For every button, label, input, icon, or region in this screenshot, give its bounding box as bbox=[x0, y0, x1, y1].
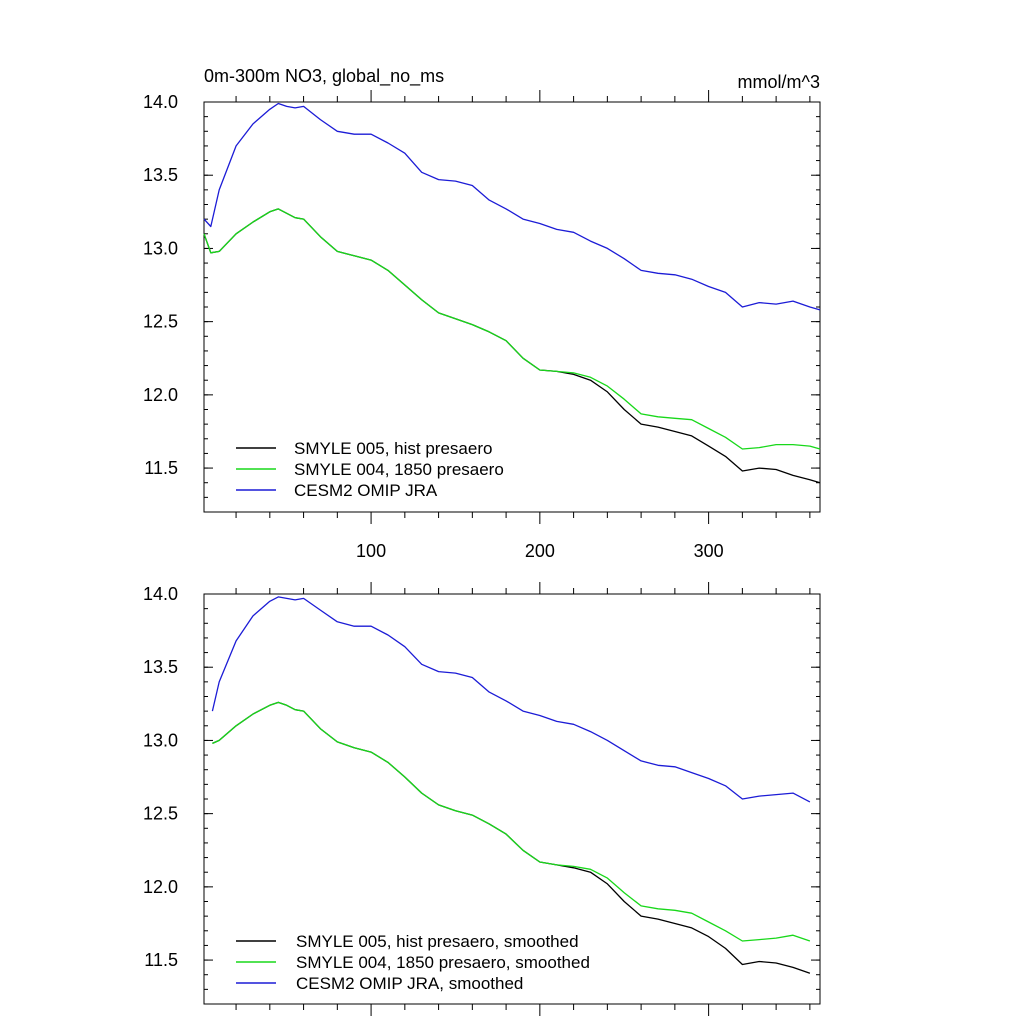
y-tick-label: 12.0 bbox=[143, 877, 178, 897]
series-lines bbox=[211, 596, 811, 974]
series-line-2 bbox=[211, 596, 811, 803]
y-tick-label: 13.5 bbox=[143, 165, 178, 185]
legend-label-cesm2-smoothed: CESM2 OMIP JRA, smoothed bbox=[296, 974, 523, 993]
series-line-2 bbox=[203, 102, 821, 311]
legend-label-smyle-004: SMYLE 004, 1850 presaero bbox=[294, 460, 504, 479]
series-line-1 bbox=[203, 208, 821, 450]
y-tick-label: 14.0 bbox=[143, 584, 178, 604]
legend: SMYLE 005, hist presaero SMYLE 004, 1850… bbox=[236, 439, 504, 500]
chart-title: 0m-300m NO3, global_no_ms bbox=[204, 66, 444, 87]
y-tick-label: 11.5 bbox=[144, 950, 178, 970]
y-tick-label: 13.0 bbox=[143, 730, 178, 750]
legend-label-smyle-004-smoothed: SMYLE 004, 1850 presaero, smoothed bbox=[296, 953, 590, 972]
y-tick-label: 13.0 bbox=[143, 238, 178, 258]
x-tick-label: 100 bbox=[356, 541, 386, 561]
y-tick-label: 11.5 bbox=[144, 458, 178, 478]
y-tick-label: 14.0 bbox=[143, 92, 178, 112]
legend-label-cesm2: CESM2 OMIP JRA bbox=[294, 481, 438, 500]
legend: SMYLE 005, hist presaero, smoothed SMYLE… bbox=[236, 932, 590, 993]
legend-label-smyle-005: SMYLE 005, hist presaero bbox=[294, 439, 492, 458]
y-tick-label: 13.5 bbox=[143, 657, 178, 677]
y-tick-label: 12.0 bbox=[143, 385, 178, 405]
series-line-1 bbox=[212, 701, 811, 942]
x-tick-label: 300 bbox=[694, 541, 724, 561]
axis-ticks: 11.5 12.0 12.5 13.0 13.5 14.0 100 200 300 bbox=[143, 90, 820, 561]
y-tick-label: 12.5 bbox=[143, 804, 178, 824]
y-tick-label: 12.5 bbox=[143, 312, 178, 332]
legend-label-smyle-005-smoothed: SMYLE 005, hist presaero, smoothed bbox=[296, 932, 579, 951]
top-chart-panel: 0m-300m NO3, global_no_ms mmol/m^3 11.51… bbox=[143, 66, 821, 561]
axis-ticks: 11.5 12.0 12.5 13.0 13.5 14.0 bbox=[143, 582, 820, 1016]
series-lines bbox=[203, 102, 821, 484]
bottom-chart-panel: 11.5 12.0 12.5 13.0 13.5 14.0 SMYLE 005, hist… bbox=[143, 582, 821, 1016]
x-tick-label: 200 bbox=[525, 541, 555, 561]
units-label: mmol/m^3 bbox=[738, 72, 820, 92]
